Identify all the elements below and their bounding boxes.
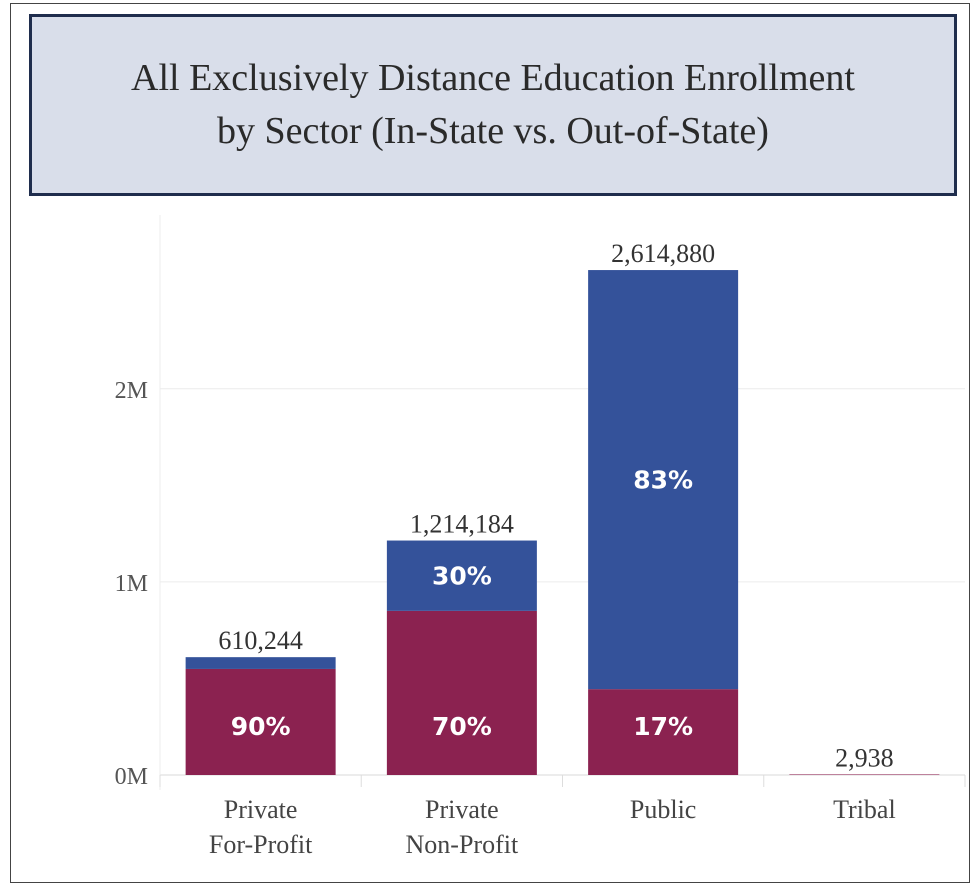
y-tick-label: 0M: [115, 764, 148, 790]
labels: 0M 1M 2M 90% 610,244 Private For-Profit 70% 30% 1…: [115, 239, 896, 859]
bar-total-label: 2,614,880: [611, 239, 715, 268]
x-category-label: For-Profit: [209, 830, 313, 859]
chart-title: All Exclusively Distance Education Enrol…: [29, 14, 957, 196]
x-category-label: Non-Profit: [406, 830, 519, 859]
x-category-label: Tribal: [833, 795, 896, 824]
bar-in-state: [386, 610, 537, 775]
bar-out-of-state: [386, 540, 537, 611]
chart-title-line-1: All Exclusively Distance Education Enrol…: [131, 56, 855, 99]
chart-frame: All Exclusively Distance Education Enrol…: [10, 3, 970, 883]
bar-out-of-state: [185, 657, 336, 669]
y-tick-label: 1M: [115, 571, 148, 597]
bar-total-label: 2,938: [835, 743, 894, 772]
bar-percent-label: 17%: [633, 712, 693, 741]
bar-in-state: [588, 689, 739, 775]
bar-total-label: 610,244: [218, 626, 303, 655]
bar-in-state: [185, 668, 336, 775]
bar-percent-label: 30%: [432, 562, 492, 591]
bar-percent-label: 83%: [633, 466, 693, 495]
bar-in-state: [789, 774, 940, 775]
y-tick-label: 2M: [115, 378, 148, 404]
x-category-label: Private: [425, 795, 499, 824]
bar-percent-label: 90%: [231, 712, 291, 741]
bars: [185, 270, 940, 775]
bar-out-of-state: [588, 270, 739, 690]
x-category-label: Public: [630, 795, 696, 824]
chart-title-line-2: by Sector (In-State vs. Out-of-State): [217, 110, 769, 152]
x-category-label: Private: [224, 795, 298, 824]
bar-total-label: 1,214,184: [410, 510, 514, 539]
bar-percent-label: 70%: [432, 712, 492, 741]
